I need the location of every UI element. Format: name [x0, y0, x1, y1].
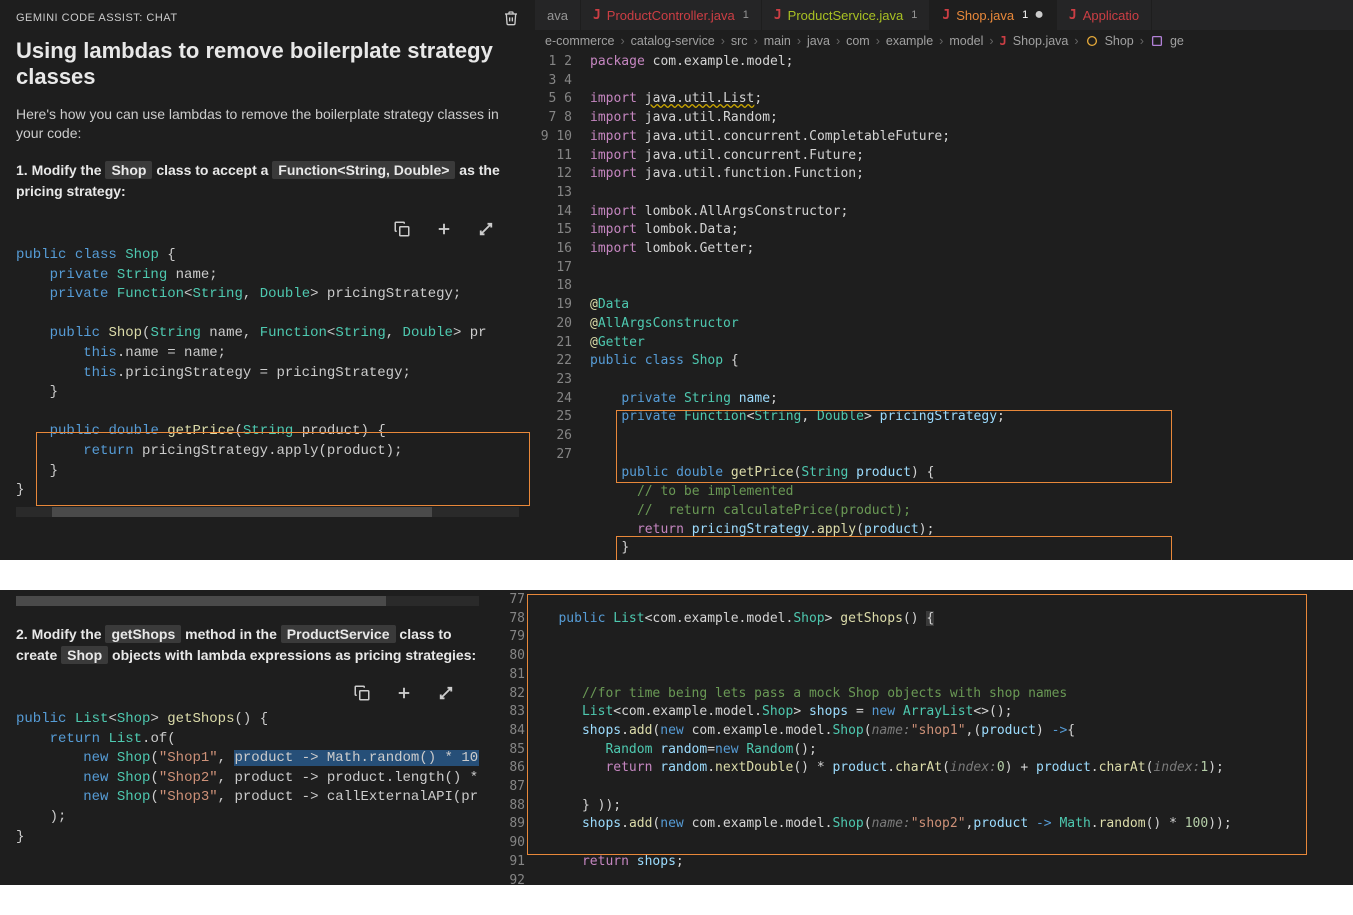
code-toolbar [16, 676, 479, 710]
chat-panel-top: GEMINI CODE ASSIST: CHAT Using lambdas t… [0, 0, 535, 560]
tab-mod-count: 1 [1022, 9, 1028, 21]
tab-application[interactable]: J Applicatio [1057, 0, 1152, 30]
bc-item[interactable]: example [886, 34, 933, 48]
chat-scrollbar[interactable] [16, 596, 479, 606]
tab-shop[interactable]: JShop.java1● [930, 0, 1056, 30]
step2-mid1: method in the [181, 626, 281, 642]
java-icon: J [593, 8, 601, 23]
bc-item[interactable]: src [731, 34, 748, 48]
chevron-right-icon: › [876, 34, 880, 48]
expand-icon[interactable] [477, 220, 495, 238]
tab-mod-count: 1 [743, 9, 749, 21]
tab-label: Shop.java [956, 8, 1014, 23]
chevron-right-icon: › [1074, 34, 1078, 48]
bc-item[interactable]: Shop [1105, 34, 1134, 48]
copy-icon[interactable] [393, 220, 411, 238]
chat-scrollbar[interactable] [16, 507, 519, 517]
code-area[interactable]: public List<com.example.model.Shop> getS… [535, 590, 1353, 885]
bc-item[interactable]: e-commerce [545, 34, 614, 48]
top-section: GEMINI CODE ASSIST: CHAT Using lambdas t… [0, 0, 1353, 560]
editor-body[interactable]: 1 2 3 4 5 6 7 8 9 10 11 12 13 14 15 16 1… [535, 52, 1353, 560]
class-icon [1085, 34, 1099, 48]
chat-title: Using lambdas to remove boilerplate stra… [16, 38, 519, 91]
step1-chip-shop: Shop [105, 161, 152, 179]
chat-code-block-2: public List<Shop> getShops() { return Li… [16, 710, 479, 847]
plus-icon[interactable] [395, 684, 413, 702]
tab-product-service[interactable]: J ProductService.java 1 [762, 0, 931, 30]
java-icon: J [1000, 34, 1007, 48]
line-gutter: 77 78 79 80 81 82 83 84 85 86 87 88 89 9… [495, 590, 535, 885]
method-icon [1150, 34, 1164, 48]
java-icon: J [942, 8, 950, 23]
tab-partial[interactable]: ava [535, 0, 581, 30]
tab-partial-label: ava [547, 8, 568, 23]
java-icon: J [774, 8, 782, 23]
bottom-section: 2. Modify the getShops method in the Pro… [0, 590, 1353, 885]
chevron-right-icon: › [939, 34, 943, 48]
step2-chip-service: ProductService [281, 625, 396, 643]
bc-item[interactable]: model [949, 34, 983, 48]
step2-chip-shop: Shop [61, 646, 108, 664]
trash-icon[interactable] [503, 10, 519, 26]
tab-product-controller[interactable]: J ProductController.java 1 [581, 0, 762, 30]
bc-item[interactable]: ge [1170, 34, 1184, 48]
bc-item[interactable]: catalog-service [631, 34, 715, 48]
step2-suffix: objects with lambda expressions as prici… [108, 647, 476, 663]
chat-header-label: GEMINI CODE ASSIST: CHAT [16, 12, 178, 24]
step1-chip-func: Function<String, Double> [272, 161, 455, 179]
editor-highlight-2 [616, 536, 1172, 560]
bc-item[interactable]: com [846, 34, 870, 48]
chat-panel-bottom: 2. Modify the getShops method in the Pro… [0, 590, 495, 885]
chat-code-block-1: public class Shop { private String name;… [16, 246, 519, 501]
chevron-right-icon: › [721, 34, 725, 48]
chat-step-1: 1. Modify the Shop class to accept a Fun… [16, 160, 519, 202]
chat-step-2: 2. Modify the getShops method in the Pro… [16, 624, 479, 666]
chat-header: GEMINI CODE ASSIST: CHAT [16, 10, 519, 26]
editor-panel-top: ava J ProductController.java 1 J ProductSer… [535, 0, 1353, 560]
expand-icon[interactable] [437, 684, 455, 702]
chevron-right-icon: › [620, 34, 624, 48]
tab-label: ProductService.java [788, 8, 904, 23]
plus-icon[interactable] [435, 220, 453, 238]
line-gutter: 1 2 3 4 5 6 7 8 9 10 11 12 13 14 15 16 1… [535, 52, 590, 560]
bc-item[interactable]: main [764, 34, 791, 48]
tab-bar: ava J ProductController.java 1 J ProductSer… [535, 0, 1353, 30]
code-toolbar [16, 212, 519, 246]
java-icon: J [1069, 8, 1077, 23]
bc-item[interactable]: java [807, 34, 830, 48]
copy-icon[interactable] [353, 684, 371, 702]
chat-scrollbar-thumb[interactable] [52, 507, 432, 517]
chevron-right-icon: › [1140, 34, 1144, 48]
step1-mid: class to accept a [152, 162, 272, 178]
step1-prefix: 1. Modify the [16, 162, 105, 178]
breadcrumb[interactable]: e-commerce› catalog-service› src› main› … [535, 30, 1353, 52]
chevron-right-icon: › [754, 34, 758, 48]
step2-prefix: 2. Modify the [16, 626, 105, 642]
step2-chip-getshops: getShops [105, 625, 181, 643]
bc-item[interactable]: Shop.java [1013, 34, 1069, 48]
chevron-right-icon: › [797, 34, 801, 48]
tab-mod-count: 1 [911, 9, 917, 21]
editor-panel-bottom: 77 78 79 80 81 82 83 84 85 86 87 88 89 9… [495, 590, 1353, 885]
tab-label: ProductController.java [607, 8, 735, 23]
tab-label: Applicatio [1083, 8, 1139, 23]
chat-scrollbar-thumb[interactable] [16, 596, 386, 606]
code-area[interactable]: package com.example.model; import java.u… [590, 52, 1353, 560]
chat-intro: Here's how you can use lambdas to remove… [16, 105, 519, 144]
editor-body[interactable]: 77 78 79 80 81 82 83 84 85 86 87 88 89 9… [495, 590, 1353, 885]
chevron-right-icon: › [836, 34, 840, 48]
chevron-right-icon: › [989, 34, 993, 48]
